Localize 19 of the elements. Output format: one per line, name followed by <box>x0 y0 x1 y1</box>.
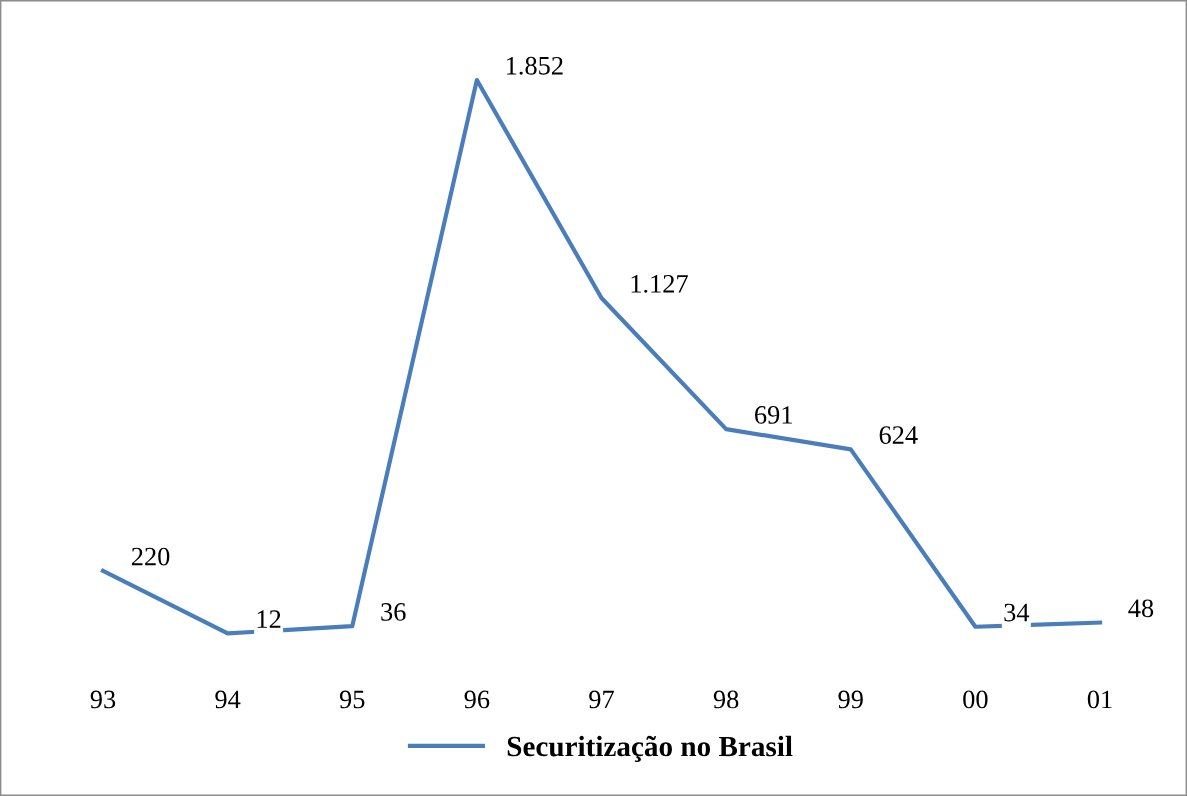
x-tick-label: 01 <box>1087 690 1112 709</box>
data-label: 624 <box>879 426 918 444</box>
x-tick-label: 93 <box>90 690 116 709</box>
data-label: 220 <box>131 547 170 566</box>
data-label: 1.852 <box>506 56 563 75</box>
x-tick-label: 97 <box>589 690 614 709</box>
data-label: 12 <box>257 610 281 628</box>
x-tick-label: 99 <box>838 690 863 709</box>
x-tick-label: 00 <box>963 690 988 709</box>
data-label: 34 <box>1004 603 1030 622</box>
x-tick-label: 96 <box>464 690 490 709</box>
data-label: 48 <box>1128 599 1154 618</box>
legend-label: Securitização no Brasil <box>507 735 793 763</box>
data-label: 691 <box>755 406 792 424</box>
data-label: 36 <box>381 603 406 621</box>
x-tick-label: 95 <box>339 690 365 709</box>
x-tick-label: 94 <box>215 690 241 709</box>
x-tick-label: 98 <box>713 690 739 709</box>
data-label: 1.127 <box>631 274 688 293</box>
